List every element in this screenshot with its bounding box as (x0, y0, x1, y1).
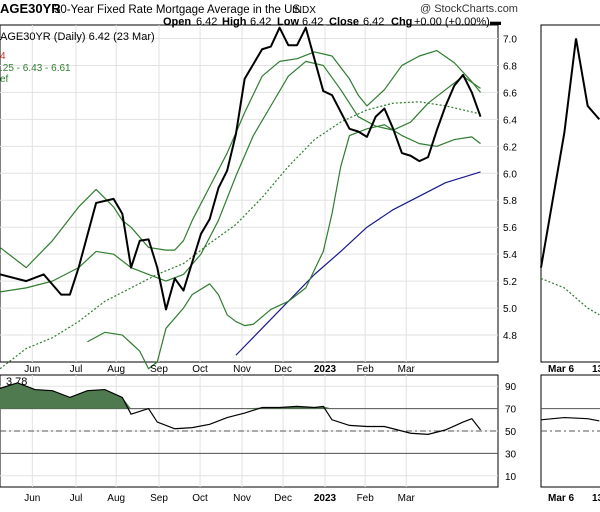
ohlc-high-label: High (222, 16, 247, 28)
rsi-x-tick-label: Sep (150, 493, 168, 504)
main-panel-frame (0, 24, 499, 363)
inset-price-line (540, 38, 600, 268)
rsi-overbought-fill (0, 382, 332, 409)
series-price (0, 26, 482, 311)
inset-x-tick-label: Mar 6 (548, 364, 575, 375)
ohlc-close-value: 6.42 (363, 16, 384, 28)
inset-rsi-x-tick-label: Mar 6 (548, 493, 575, 504)
rsi-x-tick-label: 2023 (314, 493, 337, 504)
main-y-tick-label: 6.2 (503, 142, 517, 153)
rsi-y-tick-label: 50 (505, 427, 517, 438)
inset-ma-dotted (540, 277, 600, 316)
x-tick-label: Feb (357, 364, 375, 375)
rsi-y-tick-label: 90 (505, 382, 517, 393)
main-y-tick-label: 6.0 (503, 169, 517, 180)
rsi-x-tick-label: Jul (70, 493, 83, 504)
rsi-line (0, 382, 481, 435)
symbol-title: AGE30YR (0, 1, 61, 16)
main-y-tick-label: 6.8 (503, 61, 517, 72)
rsi-x-tick-label: Mar (398, 493, 416, 504)
rsi-y-tick-label: 70 (505, 405, 517, 416)
x-tick-label: 2023 (314, 364, 337, 375)
price-plot (0, 26, 482, 370)
rsi-x-tick-label: Feb (357, 493, 375, 504)
chg-marker-icon: ▬ (490, 16, 501, 28)
ohlc-close-label: Close (329, 16, 359, 28)
x-tick-label: Mar (398, 364, 416, 375)
main-y-tick-label: 4.8 (503, 331, 517, 342)
main-y-tick-label: 5.6 (503, 223, 517, 234)
legend-line-2: 4 (0, 51, 6, 62)
symbol-description: 30-Year Fixed Rate Mortgage Average in t… (54, 4, 300, 16)
ohlc-low-value: 6.42 (302, 16, 323, 28)
inset-plot (540, 38, 600, 432)
main-y-tick-label: 5.2 (503, 277, 517, 288)
x-tick-label: Nov (233, 364, 251, 375)
series-bollinger-upper (0, 50, 481, 269)
x-tick-label: Sep (150, 364, 168, 375)
exchange-label: INDX (292, 5, 316, 16)
legend-line-4: ef (0, 74, 9, 85)
rsi-x-tick-label: Jun (24, 493, 40, 504)
main-y-tick-label: 6.6 (503, 88, 517, 99)
series-ma-long (235, 171, 481, 356)
x-tick-label: Oct (192, 364, 208, 375)
axis-labels: 4.8 5.0 5.2 5.4 5.6 5.8 6.0 6.2 6.4 6.6 6.8 7.0 Jun J… (24, 34, 600, 504)
ohlc-chg-label: Chg (391, 16, 412, 28)
main-y-tick-label: 7.0 (503, 34, 517, 45)
main-y-tick-label: 5.0 (503, 304, 517, 315)
main-y-tick-label: 6.4 (503, 115, 517, 126)
x-tick-label: Jun (24, 364, 40, 375)
ohlc-chg-value: +0.00 (+0.00%) (414, 16, 490, 28)
series-bollinger-lower (87, 124, 481, 370)
ohlc-open-label: Open (163, 16, 191, 28)
inset-rsi-line (540, 416, 600, 422)
legend-line-1: AGE30YR (Daily) 6.42 (23 Mar) (0, 31, 155, 43)
x-tick-label: Dec (274, 364, 292, 375)
rsi-x-tick-label: Aug (107, 493, 125, 504)
rsi-y-tick-label: 30 (505, 449, 517, 460)
rsi-x-tick-label: Nov (233, 493, 251, 504)
copyright-label: @ StockCharts.com (420, 3, 518, 15)
series-bollinger-middle (0, 60, 481, 293)
ohlc-open-value: 6.42 (196, 16, 217, 28)
series-ma-dotted (0, 101, 481, 370)
x-tick-label: Jul (70, 364, 83, 375)
x-tick-label: Aug (107, 364, 125, 375)
rsi-plot (0, 382, 498, 454)
main-gridlines (0, 25, 498, 362)
inset-x-tick-label: 13 (592, 364, 600, 375)
legend-line-3: .25 - 6.43 - 6.61 (0, 63, 71, 74)
inset-rsi-x-tick-label: 13 (592, 493, 600, 504)
main-y-tick-label: 5.4 (503, 250, 517, 261)
rsi-x-tick-label: Dec (274, 493, 292, 504)
ohlc-high-value: 6.42 (250, 16, 271, 28)
ohlc-low-label: Low (277, 16, 299, 28)
main-y-tick-label: 5.8 (503, 196, 517, 207)
rsi-x-tick-label: Oct (192, 493, 208, 504)
rsi-y-tick-label: 10 (505, 472, 517, 483)
